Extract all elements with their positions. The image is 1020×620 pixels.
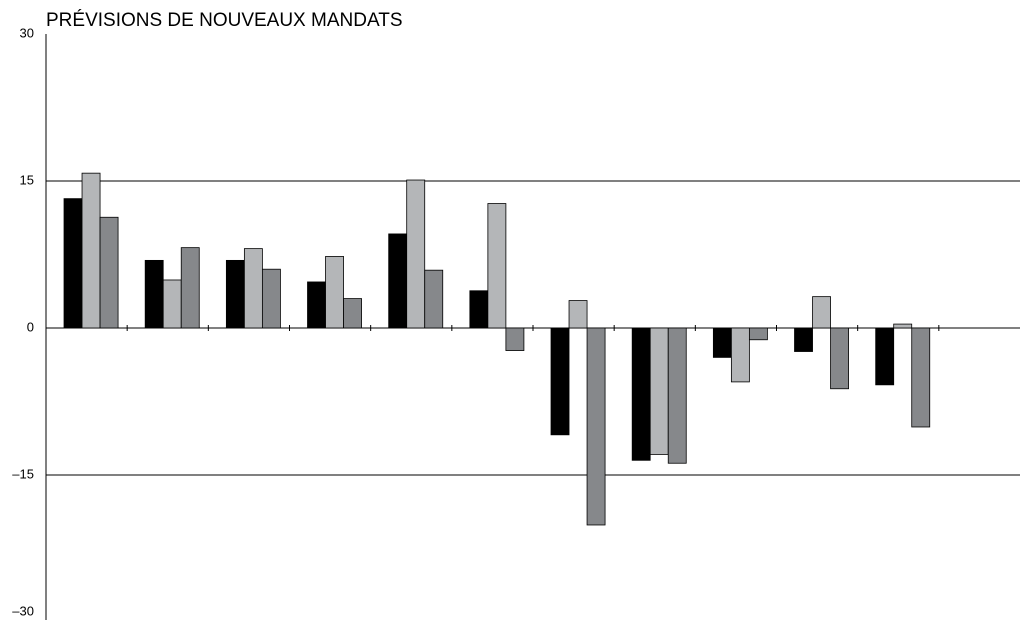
y-tick-label: 15 [20, 172, 34, 187]
bar [667, 327, 687, 464]
bar [388, 233, 408, 329]
bar [712, 327, 732, 358]
y-tick-label: 0 [27, 319, 34, 334]
bar [586, 327, 606, 526]
bar [875, 327, 895, 386]
bar [406, 179, 426, 329]
bar [63, 198, 83, 329]
bar [325, 256, 344, 329]
bar [424, 269, 444, 329]
bar [144, 259, 164, 329]
bar [911, 327, 931, 428]
bar [893, 323, 913, 329]
bar [748, 327, 768, 341]
bar [649, 327, 669, 455]
y-tick-label: 30 [20, 25, 34, 40]
bar [307, 281, 326, 329]
bar [469, 290, 489, 329]
bar [343, 298, 362, 329]
bar [261, 268, 281, 329]
bar [505, 327, 525, 351]
y-tick-label: –15 [12, 466, 34, 481]
bar [812, 296, 831, 329]
bar [99, 216, 119, 329]
bar [830, 327, 849, 390]
chart-title: PRÉVISIONS DE NOUVEAUX MANDATS [46, 10, 403, 31]
bar [568, 300, 588, 329]
bar [794, 327, 813, 352]
bar [550, 327, 570, 436]
bar [631, 327, 651, 461]
bar [243, 248, 263, 329]
bar [180, 247, 200, 329]
bar [487, 203, 507, 329]
bar [730, 327, 750, 383]
bar [225, 259, 245, 329]
bar [162, 279, 182, 329]
bar [81, 172, 101, 329]
y-tick-label: –30 [12, 603, 34, 618]
